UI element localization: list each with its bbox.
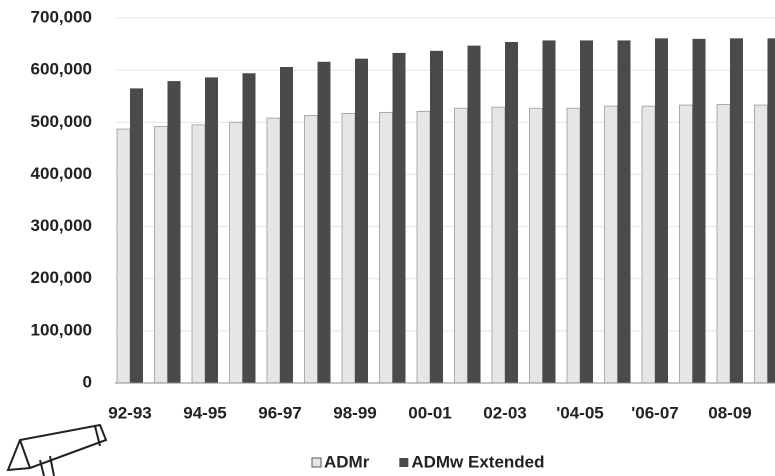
- bar: [168, 81, 181, 383]
- y-tick-label: 700,000: [31, 7, 92, 26]
- bar: [468, 46, 481, 383]
- legend-label: ADMw Extended: [411, 452, 544, 471]
- bar: [567, 108, 580, 383]
- bar: [393, 53, 406, 383]
- bar: [342, 113, 355, 383]
- bar: [205, 77, 218, 383]
- x-tick-label: '04-05: [556, 403, 604, 422]
- bar: [280, 67, 293, 383]
- bar: [492, 107, 505, 383]
- x-tick-label: 00-01: [408, 403, 451, 422]
- x-tick-label: 96-97: [258, 403, 301, 422]
- bar: [530, 108, 543, 383]
- bar: [192, 125, 205, 383]
- legend-swatch: [399, 458, 408, 467]
- bar: [455, 108, 468, 383]
- bar: [768, 38, 775, 383]
- x-tick-label: 94-95: [183, 403, 226, 422]
- bar: [355, 59, 368, 383]
- bar: [618, 40, 631, 383]
- x-tick-label: 92-93: [108, 403, 151, 422]
- bar: [717, 105, 730, 383]
- x-tick-label: 98-99: [333, 403, 376, 422]
- y-tick-label: 100,000: [31, 320, 92, 339]
- bar: [230, 122, 243, 383]
- bar: [605, 106, 618, 383]
- bar: [642, 106, 655, 383]
- pencil-icon: [8, 425, 106, 476]
- bar: [117, 129, 130, 383]
- bar: [505, 42, 518, 383]
- bar: [655, 38, 668, 383]
- y-tick-label: 600,000: [31, 60, 92, 79]
- bar: [318, 62, 331, 383]
- bar: [693, 39, 706, 383]
- bar: [267, 118, 280, 383]
- y-tick-label: 400,000: [31, 164, 92, 183]
- y-tick-label: 200,000: [31, 268, 92, 287]
- bar: [580, 40, 593, 383]
- bar: [380, 112, 393, 383]
- bar: [305, 116, 318, 383]
- x-tick-label: 02-03: [483, 403, 526, 422]
- y-tick-label: 0: [83, 372, 92, 391]
- x-tick-label: 08-09: [708, 403, 751, 422]
- y-tick-label: 500,000: [31, 112, 92, 131]
- y-tick-label: 300,000: [31, 216, 92, 235]
- bar: [680, 105, 693, 383]
- bar: [130, 88, 143, 383]
- bar: [730, 38, 743, 383]
- x-tick-label: '06-07: [631, 403, 679, 422]
- bar: [430, 51, 443, 383]
- bar: [543, 40, 556, 383]
- bar: [243, 73, 256, 383]
- legend-swatch: [312, 458, 321, 467]
- bar: [417, 111, 430, 383]
- chart: 0 100,000 200,000 300,000 400,000 500,000 600,…: [0, 0, 775, 476]
- bar: [155, 126, 168, 383]
- legend-label: ADMr: [324, 452, 370, 471]
- bar: [755, 105, 768, 383]
